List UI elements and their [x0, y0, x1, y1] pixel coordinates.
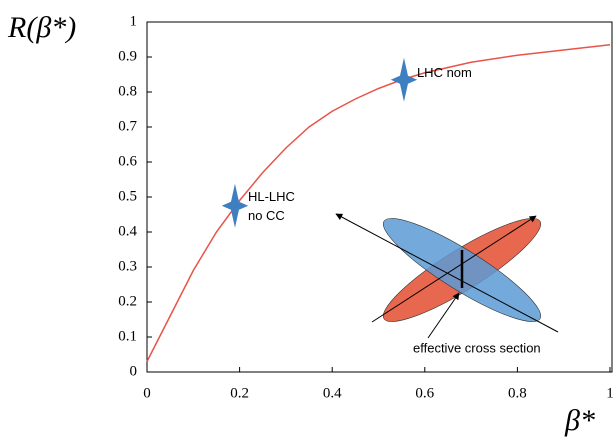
x-tick-label: 0 — [143, 385, 151, 401]
x-tick-label: 0.2 — [230, 385, 249, 401]
star-marker — [221, 183, 249, 228]
pointer-arrow — [427, 292, 460, 339]
x-tick-label: 0.8 — [508, 385, 527, 401]
inset-label: effective cross section — [413, 340, 541, 355]
x-tick-label: 1 — [606, 385, 614, 401]
y-tick-label: 0 — [130, 363, 138, 379]
y-tick-label: 1 — [130, 13, 138, 29]
y-axis-label: R(β*) — [7, 11, 76, 44]
y-tick-label: 0.6 — [118, 153, 137, 169]
beam-axis-arrow — [371, 215, 537, 323]
plot-layer: 0 0.1 0.2 0.3 0.4 0.5 0.6 0.7 0.8 0.9 1 0 0.2 0.4 0.6 0… — [118, 13, 614, 401]
y-tick-label: 0.8 — [118, 83, 137, 99]
y-tick-label: 0.7 — [118, 118, 137, 134]
y-tick-label: 0.4 — [118, 223, 137, 239]
y-tick-label: 0.1 — [118, 328, 137, 344]
point-label: no CC — [248, 208, 285, 223]
y-tick-label: 0.5 — [118, 188, 137, 204]
point-label: HL-LHC — [248, 189, 295, 204]
beam-axis-arrow — [335, 213, 559, 333]
x-tick-label: 0.4 — [323, 385, 342, 401]
y-tick-label: 0.2 — [118, 293, 137, 309]
x-tick-label: 0.6 — [415, 385, 434, 401]
x-axis-label: β* — [564, 404, 595, 437]
star-marker — [390, 57, 418, 102]
y-tick-label: 0.9 — [118, 48, 137, 64]
y-tick-label: 0.3 — [118, 258, 137, 274]
point-label: LHC nom — [417, 65, 472, 80]
curve — [146, 44, 611, 362]
inset-diagram: effective cross section — [335, 213, 559, 355]
plot-frame — [146, 21, 613, 373]
